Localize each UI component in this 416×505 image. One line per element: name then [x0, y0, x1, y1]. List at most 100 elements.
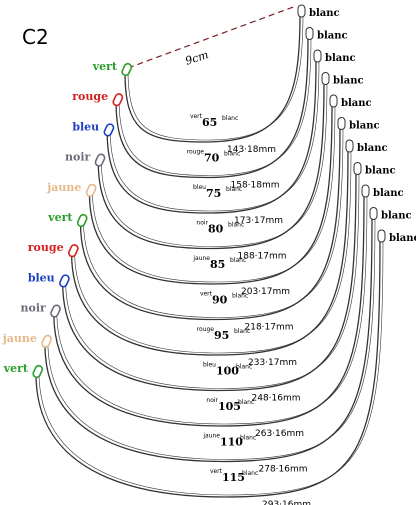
left-label: bleu — [28, 271, 55, 284]
size: 115 — [222, 471, 245, 484]
size-color: bleu — [203, 362, 216, 369]
wire-inner — [109, 57, 320, 212]
length: 203·17mm — [241, 287, 290, 297]
wire-cap — [353, 162, 362, 175]
size-color: jaune — [202, 433, 220, 440]
length: 248·16mm — [252, 394, 301, 404]
wire-inner — [83, 125, 344, 318]
size-tag: blanc — [232, 293, 248, 300]
size: 80 — [208, 223, 224, 236]
wire — [115, 37, 309, 179]
size: 95 — [214, 329, 229, 342]
wire — [124, 14, 301, 143]
size: 70 — [204, 152, 220, 165]
size-color: vert — [210, 468, 223, 475]
wire — [62, 172, 357, 392]
length: 278·16mm — [259, 465, 308, 475]
wire — [106, 59, 317, 214]
wire-cap — [85, 183, 97, 197]
left-label: vert — [47, 211, 73, 224]
size-tag: blanc — [236, 364, 252, 371]
right-label: blanc — [365, 166, 396, 177]
left-label: bleu — [72, 120, 99, 133]
wire-inner — [47, 215, 376, 460]
wire-cap — [94, 153, 106, 167]
size: 75 — [206, 187, 221, 200]
wire-cap — [305, 27, 314, 40]
title: C2 — [22, 25, 49, 49]
size-tag: blanc — [242, 470, 258, 477]
wire-cap — [345, 139, 354, 153]
length: 173·17mm — [234, 216, 283, 226]
right-label: blanc — [333, 76, 364, 87]
size: 105 — [218, 400, 241, 413]
wire-cap — [32, 364, 44, 379]
right-label: blanc — [341, 98, 372, 109]
wire-cap — [76, 213, 88, 228]
length: 218·17mm — [245, 323, 294, 333]
size: 90 — [212, 294, 228, 307]
wire-inner — [127, 12, 304, 141]
left-label: noir — [65, 151, 91, 164]
measure-line — [127, 5, 297, 69]
length: 263·16mm — [255, 429, 304, 439]
wire-cap — [59, 274, 70, 288]
wire-cap — [361, 184, 370, 198]
wire-cap — [50, 304, 61, 318]
size-color: rouge — [187, 149, 205, 156]
size: 110 — [220, 436, 243, 449]
wire-cap — [313, 49, 322, 63]
wire-cap — [321, 72, 330, 85]
wire-inner — [118, 35, 312, 176]
wire-cap — [329, 94, 338, 108]
wire — [79, 127, 341, 321]
size-color: jaune — [192, 255, 210, 262]
wire-inner — [38, 237, 384, 496]
size-color: rouge — [197, 326, 215, 333]
size: 100 — [216, 365, 239, 378]
length: 188·17mm — [238, 252, 287, 262]
size-color: vert — [200, 291, 213, 298]
wire-inner — [92, 102, 336, 283]
wire — [70, 149, 349, 356]
size-tag: blanc — [234, 328, 250, 335]
wire-cap — [369, 207, 378, 220]
wire-inner — [65, 170, 360, 389]
size-color: noir — [196, 220, 208, 227]
wire-cap — [337, 117, 346, 130]
size-tag: blanc — [226, 186, 242, 193]
right-label: blanc — [357, 143, 388, 154]
length: 233·17mm — [248, 358, 297, 368]
wire — [53, 194, 365, 427]
size-tag: blanc — [224, 151, 240, 158]
wire — [44, 217, 373, 463]
wire-cap — [103, 123, 115, 137]
wire — [97, 82, 325, 250]
right-label: blanc — [373, 188, 404, 199]
right-label: blanc — [389, 233, 416, 244]
left-label: noir — [20, 302, 46, 315]
measure-label: 9cm — [184, 48, 210, 68]
wire-cap — [41, 334, 52, 348]
wire-inner — [74, 147, 352, 354]
left-label: rouge — [72, 90, 108, 103]
size-color: vert — [190, 113, 203, 120]
size-tag: blanc — [228, 222, 244, 229]
wire-cap — [121, 62, 133, 77]
wire — [88, 104, 333, 285]
size-tag: blanc — [240, 435, 256, 442]
size-tag: blanc — [238, 399, 254, 406]
wire — [35, 239, 381, 498]
left-label: vert — [92, 60, 118, 73]
wire-cap — [377, 229, 386, 243]
size-color: bleu — [193, 184, 206, 191]
right-label: blanc — [325, 53, 356, 64]
left-label: jaune — [2, 332, 37, 345]
size-color: noir — [206, 397, 218, 404]
size-tag: blanc — [222, 115, 238, 122]
length: 143·18mm — [227, 145, 276, 155]
left-label: jaune — [46, 181, 81, 194]
size: 65 — [202, 116, 217, 129]
size: 85 — [210, 258, 225, 271]
